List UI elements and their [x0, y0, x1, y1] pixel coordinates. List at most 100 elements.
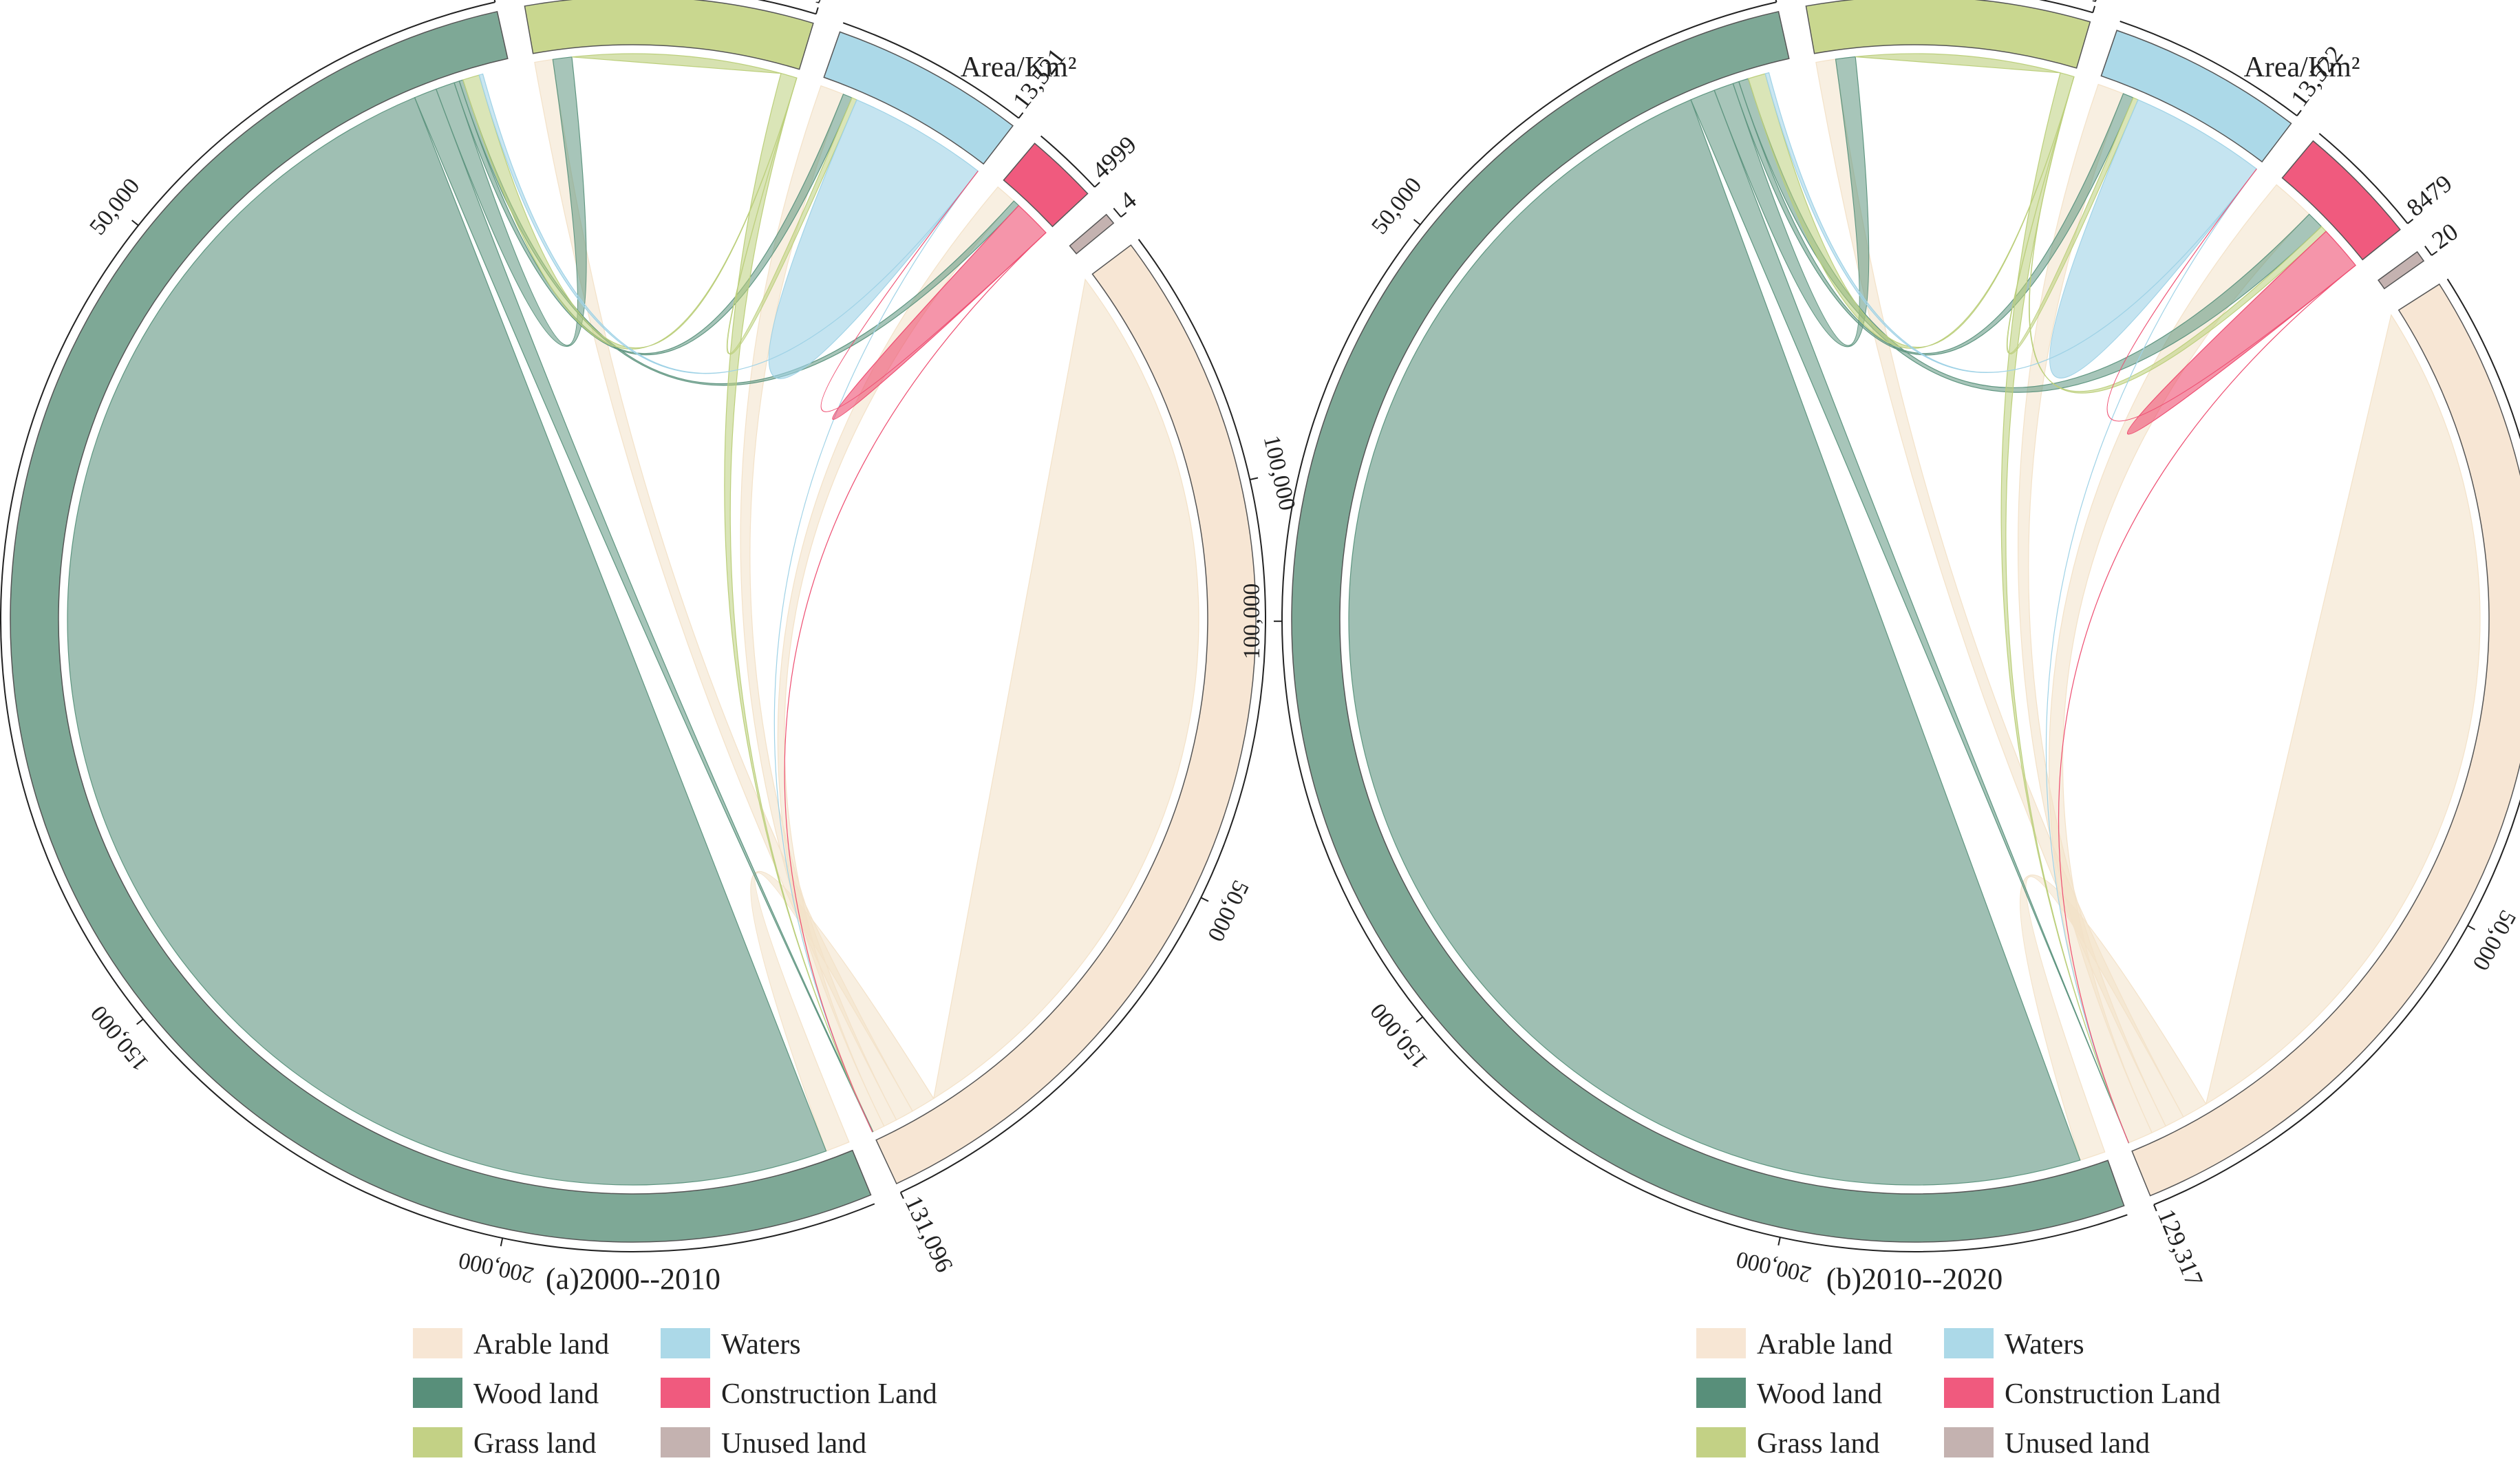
legend-item-waters: Waters	[1944, 1328, 2084, 1360]
total-tick-construction	[1094, 182, 1100, 188]
unit-label: Area/Km²	[2244, 52, 2360, 83]
ribbon-construction-to-arable	[2058, 265, 2356, 1144]
legend-label: Grass land	[1757, 1428, 1879, 1460]
legend-item-waters: Waters	[661, 1328, 801, 1360]
total-tick-grass	[815, 7, 819, 14]
group-arc-grass	[1805, 0, 2091, 69]
legend-swatch-unused	[661, 1427, 710, 1457]
legend-label: Arable land	[1757, 1329, 1892, 1360]
legend-item-arable: Arable land	[1696, 1328, 1892, 1360]
ribbon-grass-to-waters	[2006, 76, 2139, 354]
group-arc-unused	[2378, 250, 2425, 290]
legend-item-construction: Construction Land	[1944, 1378, 2221, 1410]
tick-mark	[1413, 219, 1421, 226]
ribbon-wood-to-grass	[435, 56, 587, 348]
ribbon-waters-to-wood	[1764, 72, 2257, 373]
ribbons-b	[1348, 53, 2481, 1186]
tick-mark	[2467, 925, 2476, 930]
legend-label: Construction Land	[2005, 1378, 2221, 1410]
group-arc-wood	[1291, 10, 2125, 1243]
legend-label: Wood land	[1757, 1378, 1882, 1410]
tick-mark	[500, 1237, 504, 1247]
legend-swatch-arable	[413, 1328, 462, 1358]
axis-line-construction	[1040, 135, 1096, 188]
legend-item-unused: Unused land	[1944, 1427, 2150, 1460]
tick-mark	[131, 220, 139, 226]
legend-swatch-unused	[1944, 1427, 1994, 1457]
tick-mark	[1200, 897, 1209, 902]
total-tick-waters	[1018, 112, 1024, 119]
axis-line-waters	[842, 22, 1020, 119]
ribbon-grass-to-construction	[2029, 76, 2327, 394]
legend-swatch-waters	[1944, 1328, 1994, 1358]
axis-line-wood	[0, 1, 875, 1252]
axis-line-grass	[2038, 0, 2093, 14]
axis-line-unused	[2424, 246, 2433, 256]
chart-panel-a: 131,096244,20434,53213,5214999450,000100…	[0, 0, 1300, 1296]
ribbon-grass-to-waters	[726, 77, 857, 355]
tick-mark	[1777, 1237, 1781, 1246]
group-arc-waters	[2100, 30, 2292, 163]
unit-label: Area/Km²	[961, 52, 1077, 83]
legend-item-wood: Wood land	[413, 1378, 599, 1410]
group-arcs-b	[1281, 0, 2520, 1252]
legend-label: Arable land	[473, 1329, 609, 1360]
ribbon-wood-to-wood	[67, 96, 827, 1186]
ribbon-arable-to-arable	[2205, 314, 2481, 1105]
ribbon-waters-to-wood	[478, 73, 979, 374]
ribbon-wood-to-wood	[1348, 99, 2081, 1186]
total-label-grass: 34,054	[2075, 0, 2120, 5]
legend-b: Arable land Wood land Grass land Waters …	[1696, 1328, 2221, 1460]
legend-item-wood: Wood land	[1696, 1378, 1882, 1410]
total-tick-grass	[2092, 6, 2096, 13]
ribbon-grass-to-wood	[462, 74, 798, 350]
axis-line-waters	[2119, 20, 2298, 117]
tick-label: 100,000	[1239, 584, 1265, 660]
legend-swatch-grass	[413, 1427, 462, 1457]
ribbon-wood-to-arable	[414, 88, 874, 1133]
legend-label: Unused land	[2005, 1428, 2150, 1460]
chart-title-b: (b)2010--2020	[1826, 1262, 2003, 1296]
legend-swatch-construction	[1944, 1378, 1994, 1408]
group-arc-waters	[823, 31, 1014, 165]
legend-label: Construction Land	[721, 1378, 937, 1410]
total-tick-construction	[2407, 218, 2414, 224]
total-tick-arable	[2153, 1204, 2157, 1212]
legend-swatch-grass	[1696, 1427, 1746, 1457]
ribbon-wood-to-waters	[1732, 81, 2134, 356]
tick-mark	[1250, 477, 1259, 480]
ribbon-wood-to-grass	[1713, 56, 1870, 348]
axis-line-arable	[900, 239, 1266, 1193]
ribbon-waters-to-waters	[768, 99, 979, 379]
axis-line-wood	[1281, 1, 2128, 1252]
ribbon-grass-to-grass	[571, 53, 782, 74]
total-tick-unused	[2431, 250, 2438, 256]
ribbon-waters-to-waters	[2049, 99, 2258, 378]
total-tick-wood	[493, 0, 496, 3]
group-arc-construction	[1003, 142, 1089, 228]
legend-a: Arable land Wood land Grass land Waters …	[413, 1328, 937, 1460]
legend-item-construction: Construction Land	[661, 1378, 937, 1410]
total-tick-arable	[899, 1192, 904, 1199]
axis-line-construction	[2318, 133, 2409, 224]
group-arc-wood	[10, 10, 872, 1243]
group-arc-arable	[2131, 283, 2520, 1197]
group-arc-unused	[1069, 213, 1115, 255]
ribbon-arable-to-arable	[932, 278, 1199, 1100]
axis-line-arable	[2153, 278, 2520, 1206]
ribbon-arable-to-grass	[534, 58, 913, 1121]
axis-line-grass	[757, 0, 817, 15]
legend-item-grass: Grass land	[1696, 1427, 1879, 1460]
legend-swatch-arable	[1696, 1328, 1746, 1358]
legend-label: Grass land	[473, 1428, 596, 1460]
legend-item-grass: Grass land	[413, 1427, 596, 1460]
legend-swatch-wood	[1696, 1378, 1746, 1408]
ribbon-arable-to-waters	[740, 85, 897, 1127]
total-tick-waters	[2296, 109, 2302, 116]
group-arc-construction	[2281, 140, 2401, 261]
tick-mark	[1416, 1016, 1423, 1023]
legend-swatch-waters	[661, 1328, 710, 1358]
legend-label: Waters	[2005, 1329, 2084, 1360]
group-arcs-a	[0, 0, 1266, 1252]
legend-item-arable: Arable land	[413, 1328, 609, 1360]
